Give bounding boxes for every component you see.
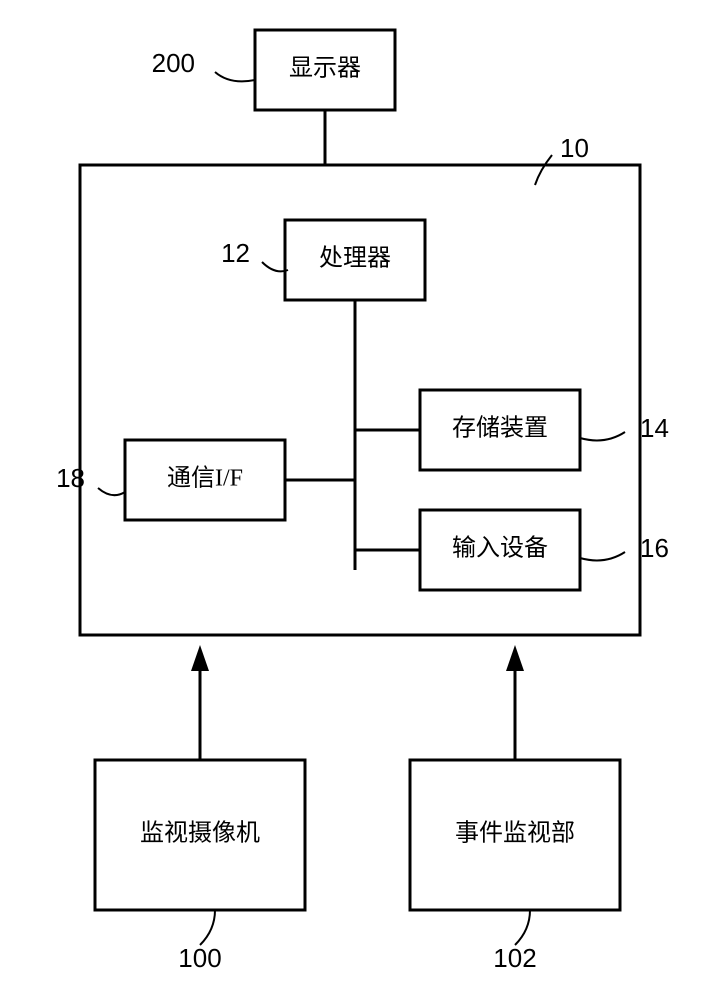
- ref-200: 200: [152, 48, 195, 78]
- leader-200: [215, 72, 255, 81]
- ref-10: 10: [560, 133, 589, 163]
- input-label: 输入设备: [452, 535, 548, 562]
- leader-102: [515, 910, 530, 945]
- ref-102: 102: [493, 943, 536, 973]
- processor-label: 处理器: [319, 245, 391, 272]
- display-label: 显示器: [289, 56, 361, 82]
- leader-100: [200, 910, 215, 945]
- ref-12: 12: [221, 238, 250, 268]
- eventmon-label: 事件监视部: [455, 820, 575, 847]
- ref-16: 16: [640, 533, 669, 563]
- ref-18: 18: [56, 463, 85, 493]
- ref-100: 100: [178, 943, 221, 973]
- storage-label: 存储装置: [452, 415, 548, 442]
- camera-label: 监视摄像机: [140, 820, 260, 847]
- arrow-head-eventmon: [506, 645, 524, 671]
- arrow-head-camera: [191, 645, 209, 671]
- ref-14: 14: [640, 413, 669, 443]
- comm-label: 通信I/F: [167, 465, 243, 492]
- diagram-canvas: 显示器处理器通信I/F 存储装置输入设备监视摄像机 事件监视部 10 12 14 16 18 1…: [0, 0, 726, 1000]
